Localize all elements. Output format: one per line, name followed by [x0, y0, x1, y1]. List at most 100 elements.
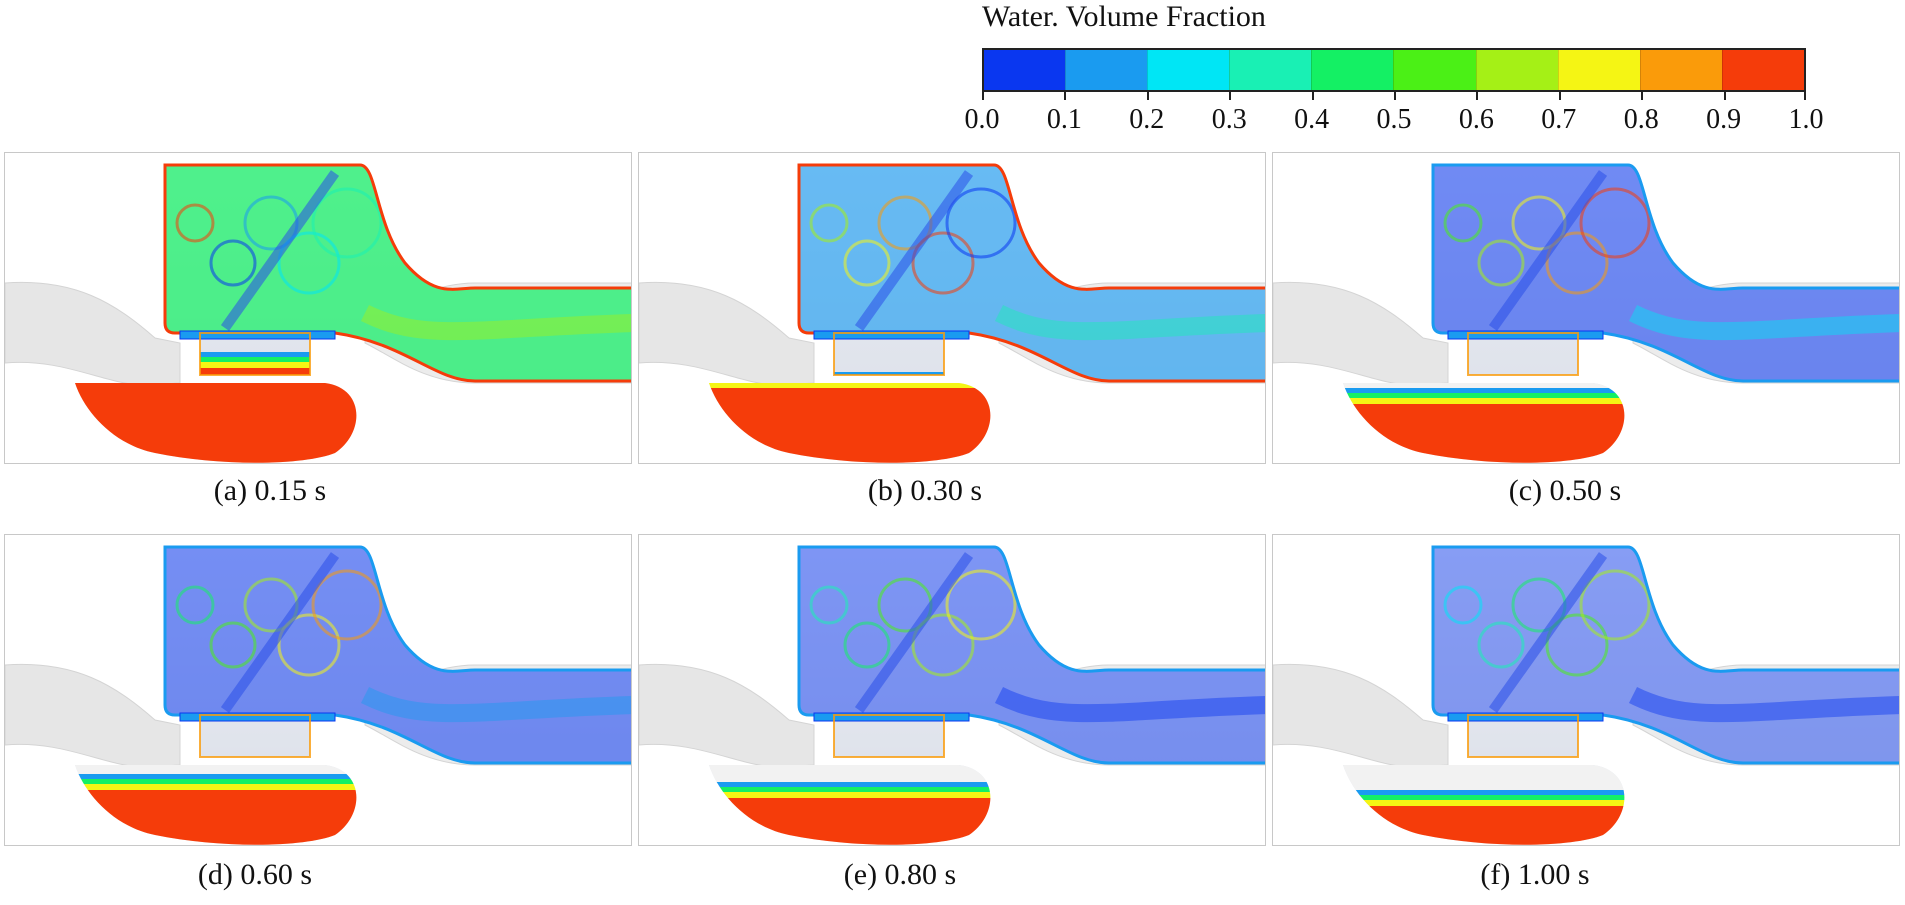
vortex-ring	[311, 569, 383, 641]
vortex-ring	[209, 621, 257, 669]
flow-streak	[854, 552, 974, 713]
vortex-ring	[843, 621, 891, 669]
outlet-stream	[994, 304, 1265, 341]
bowl-water-layer	[1343, 404, 1653, 463]
vortex-ring	[945, 187, 1017, 259]
valve-stem	[199, 332, 311, 376]
valve-stem	[1467, 714, 1579, 758]
colorbar-ticks	[982, 90, 1806, 100]
caption-f: (f) 1.00 s	[1480, 858, 1590, 891]
colorbar-segment	[1475, 50, 1558, 90]
vortex-ring	[1579, 569, 1651, 641]
bowl-interface-yellow	[75, 784, 385, 790]
vortex-ring	[945, 569, 1017, 641]
vortex-ring	[1443, 585, 1483, 625]
vortex-ring	[809, 203, 849, 243]
colorbar-segment	[1311, 50, 1394, 90]
contour-drawing	[1273, 163, 1899, 463]
inlet-pipe	[5, 663, 181, 768]
inlet-pipe	[639, 663, 815, 768]
colorbar-tick-label: 0.3	[1211, 104, 1247, 135]
vortex-ring	[809, 585, 849, 625]
colorbar-tick	[1476, 90, 1479, 100]
flow-streak	[1488, 170, 1608, 331]
vortex-ring	[843, 239, 891, 287]
vortex-ring	[175, 203, 215, 243]
chamber-fluid	[165, 547, 631, 763]
bowl-interface-blue	[709, 782, 1019, 787]
vortex-ring	[1443, 203, 1483, 243]
chamber-wall	[163, 163, 631, 383]
fluid-region	[1343, 165, 1899, 463]
chamber-fluid	[799, 165, 1265, 381]
colorbar-tick-label: 0.7	[1541, 104, 1577, 135]
caption-c: (c) 0.50 s	[1508, 474, 1622, 507]
flow-streak	[220, 170, 340, 331]
chamber-fluid	[165, 165, 631, 381]
chamber-wall	[797, 545, 1265, 765]
outlet-stream	[1628, 686, 1899, 723]
flow-streak	[854, 170, 974, 331]
caption-b: (b) 0.30 s	[867, 474, 983, 507]
colorbar-tick-label: 0.4	[1294, 104, 1330, 135]
chamber-fluid	[1433, 547, 1899, 763]
contour-panel-a	[4, 152, 632, 464]
colorbar-tick	[1229, 90, 1232, 100]
chamber-wall	[163, 545, 631, 765]
colorbar-tick-label: 0.2	[1129, 104, 1165, 135]
bowl-interface-blue	[1343, 388, 1653, 393]
bowl-interface-yellow	[1343, 398, 1653, 404]
fluid-region	[1343, 547, 1899, 845]
outlet-stream	[360, 304, 631, 341]
bowl-water-layer	[709, 798, 1019, 845]
contour-panel-f	[1272, 534, 1900, 846]
colorbar-segment	[1147, 50, 1230, 90]
bowl-interface-yellow	[709, 792, 1019, 798]
colorbar-segment	[1229, 50, 1312, 90]
caption-a: (a) 0.15 s	[213, 474, 327, 507]
bowl-interface-green	[75, 779, 385, 784]
vortex-ring	[175, 585, 215, 625]
contour-drawing	[5, 545, 631, 845]
flow-streak	[220, 552, 340, 713]
vortex-ring	[1545, 613, 1609, 677]
valve-stem	[199, 714, 311, 758]
flow-streak	[1488, 552, 1608, 713]
colorbar-title: Water. Volume Fraction	[982, 0, 1266, 33]
colorbar-tick-label: 0.1	[1046, 104, 1082, 135]
contour-panel-e	[638, 534, 1266, 846]
colorbar-segment	[984, 50, 1066, 90]
colorbar-tick	[1146, 90, 1149, 100]
colorbar-segment	[1639, 50, 1722, 90]
valve-stem	[1467, 332, 1579, 376]
bowl-water-layer	[709, 388, 1019, 463]
colorbar-tick	[982, 90, 984, 100]
outlet-stream	[360, 686, 631, 723]
inlet-pipe	[639, 281, 815, 386]
inlet-pipe	[1273, 663, 1449, 768]
colorbar-tick-labels: 0.0 0.1 0.2 0.3 0.4 0.5 0.6 0.7 0.8 0.9 1.0	[965, 104, 1824, 140]
bowl-interface-green	[75, 357, 385, 362]
bowl-water-layer	[1343, 806, 1653, 845]
vortex-ring	[311, 187, 383, 259]
contour-panel-b	[638, 152, 1266, 464]
caption-e: (e) 0.80 s	[843, 858, 957, 891]
colorbar-tick	[1394, 90, 1396, 100]
chamber-wall	[1431, 545, 1899, 765]
vortex-ring	[911, 231, 975, 295]
colorbar-segment	[1393, 50, 1476, 90]
chamber-fluid	[1433, 165, 1899, 381]
colorbar-tick	[1804, 90, 1806, 100]
bowl-interface-green	[709, 787, 1019, 792]
bowl-interface-blue	[75, 352, 385, 357]
colorbar-tick	[1723, 90, 1726, 100]
outlet-stream	[994, 686, 1265, 723]
colorbar-segment	[1721, 50, 1804, 90]
colorbar-tick-label: 0.6	[1458, 104, 1494, 135]
bowl-interface-yellow	[709, 382, 1019, 388]
vortex-ring	[277, 613, 341, 677]
bowl-water-layer	[75, 368, 385, 463]
vortex-ring	[277, 231, 341, 295]
colorbar-tick-label: 0.9	[1706, 104, 1742, 135]
vortex-ring	[1477, 621, 1525, 669]
